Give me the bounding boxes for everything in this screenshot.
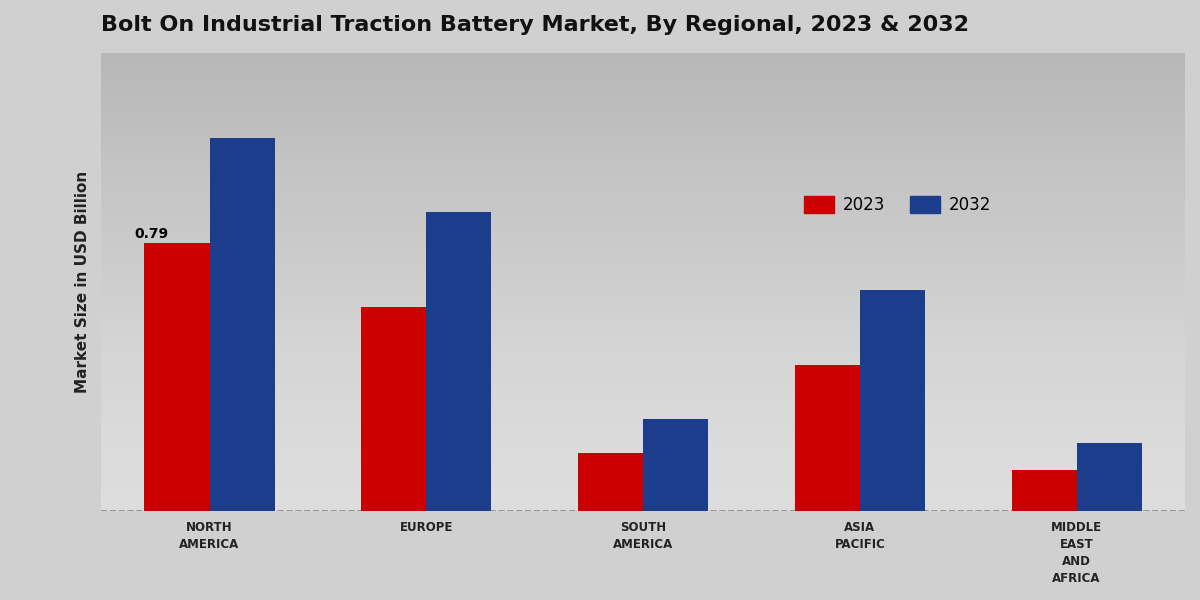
Bar: [794, 365, 860, 511]
Bar: [210, 138, 275, 511]
Bar: [860, 290, 925, 511]
Bar: [361, 307, 426, 511]
Bar: [144, 243, 210, 511]
Bar: [1076, 443, 1141, 511]
Bar: [426, 212, 491, 511]
Y-axis label: Market Size in USD Billion: Market Size in USD Billion: [74, 171, 90, 393]
Bar: [578, 453, 643, 511]
Bar: [643, 419, 708, 511]
Bar: [1012, 470, 1076, 511]
Legend: 2023, 2032: 2023, 2032: [798, 190, 997, 221]
Text: Bolt On Industrial Traction Battery Market, By Regional, 2023 & 2032: Bolt On Industrial Traction Battery Mark…: [101, 15, 970, 35]
Text: 0.79: 0.79: [134, 227, 168, 241]
